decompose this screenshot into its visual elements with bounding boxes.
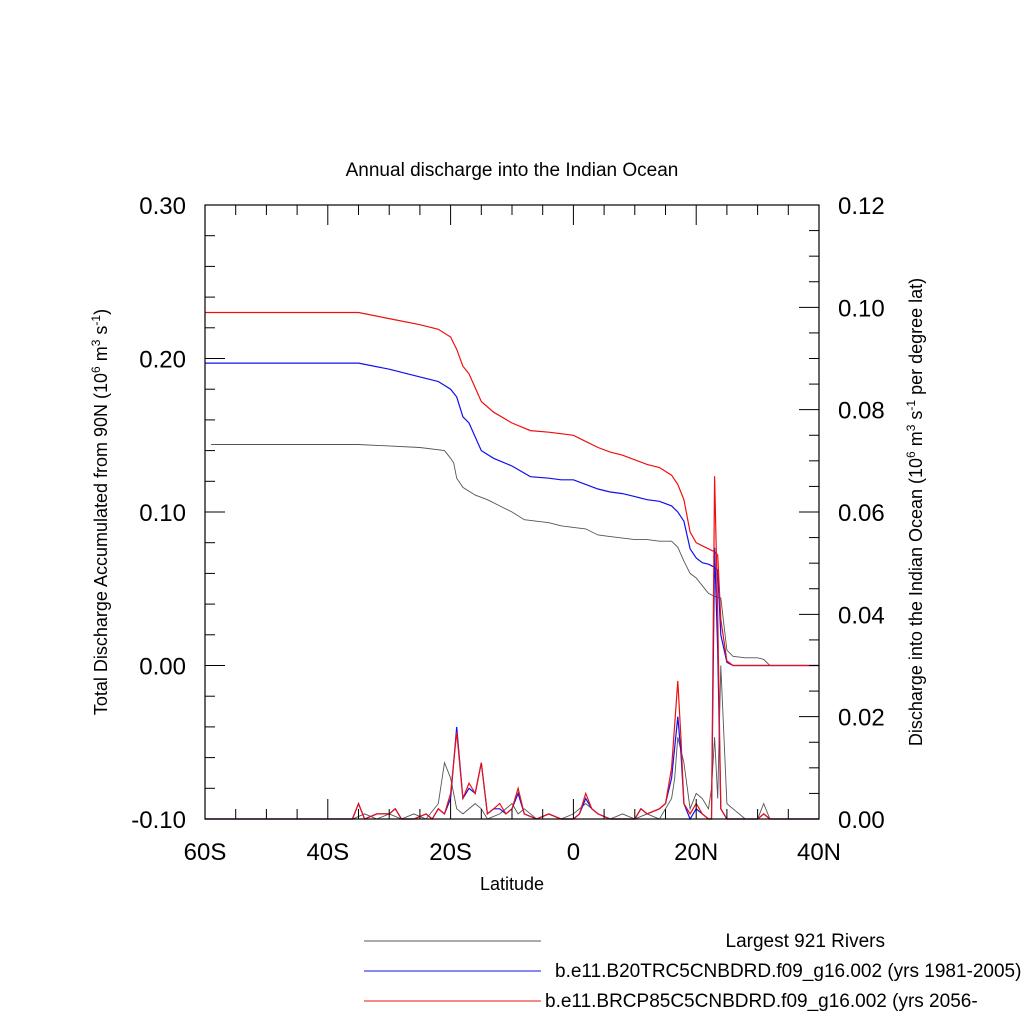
y-right-tick-label: 0.06 <box>838 500 885 527</box>
y-axis-right: 0.12 0.10 0.08 0.06 0.04 0.02 0.00 <box>799 193 885 834</box>
x-tick-label: 20N <box>674 839 718 866</box>
y-left-tick-label: -0.10 <box>131 807 186 834</box>
y-left-tick-label: 0.10 <box>139 500 186 527</box>
x-tick-label: 20S <box>429 839 472 866</box>
y-right-tick-label: 0.10 <box>838 295 885 322</box>
x-tick-label: 40S <box>306 839 349 866</box>
x-tick-label: 40N <box>797 839 841 866</box>
x-axis: 60S 40S 20S 0 20N 40N <box>184 205 841 866</box>
legend: Largest 921 Rivers b.e11.B20TRC5CNBDRD.f0… <box>364 931 1021 1012</box>
series-line-right-3 <box>205 665 819 820</box>
y-axis-right-title: Discharge into the Indian Ocean (106 m3 … <box>904 278 926 746</box>
x-tick-label: 60S <box>184 839 227 866</box>
legend-label: b.e11.BRCP85C5CNBDRD.f09_g16.002 (yrs 20… <box>545 991 978 1012</box>
y-right-tick-label: 0.12 <box>838 193 885 220</box>
plot-lines <box>205 311 819 821</box>
legend-label: b.e11.B20TRC5CNBDRD.f09_g16.002 (yrs 198… <box>555 961 1021 982</box>
y-right-tick-label: 0.04 <box>838 602 885 629</box>
y-right-tick-label: 0.08 <box>838 398 885 425</box>
y-axis-left-title: Total Discharge Accumulated from 90N (10… <box>89 309 111 715</box>
y-left-tick-label: 0.00 <box>139 654 186 681</box>
y-right-tick-label: 0.00 <box>838 807 885 834</box>
series-line-left-2 <box>205 311 819 667</box>
chart-title: Annual discharge into the Indian Ocean <box>346 160 679 181</box>
y-axis-left: 0.30 0.20 0.10 0.00 -0.10 <box>131 193 225 834</box>
series-line-right-4 <box>205 547 819 821</box>
y-right-tick-label: 0.02 <box>838 705 885 732</box>
y-left-tick-label: 0.20 <box>139 347 186 374</box>
legend-label: Largest 921 Rivers <box>726 931 885 952</box>
series-line-left-0 <box>211 444 819 666</box>
series-line-left-1 <box>205 362 819 667</box>
x-axis-title: Latitude <box>480 874 544 894</box>
x-tick-label: 0 <box>567 839 580 866</box>
y-left-tick-label: 0.30 <box>139 193 186 220</box>
